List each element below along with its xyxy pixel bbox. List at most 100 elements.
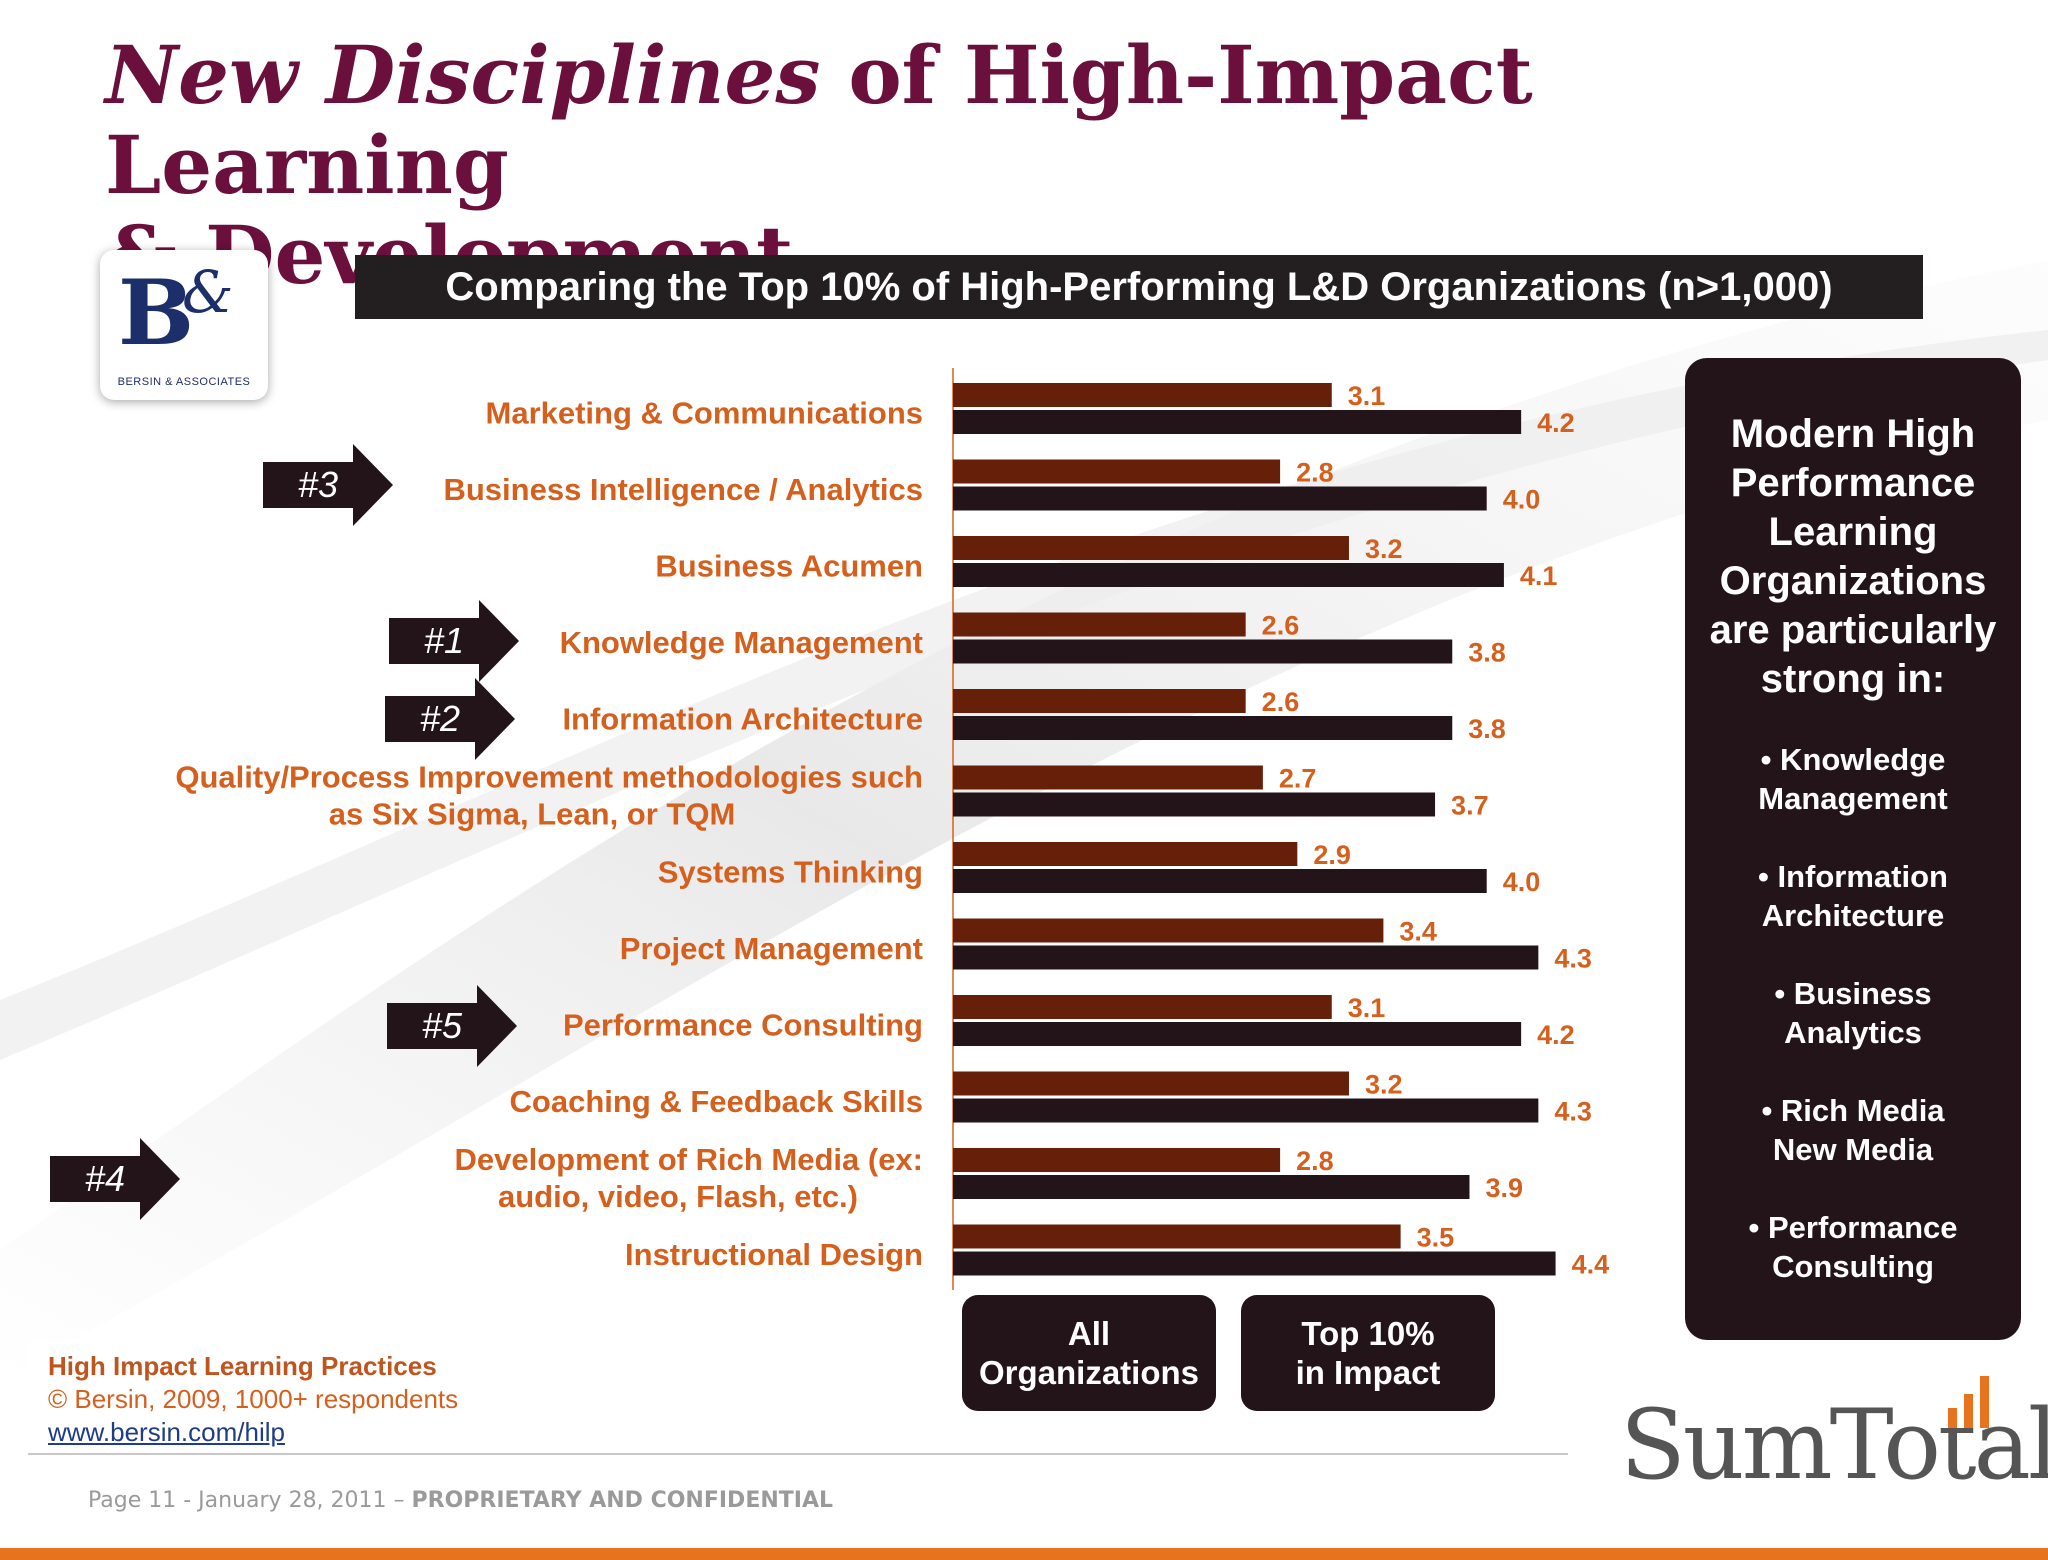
bar-top10 (953, 1175, 1470, 1199)
bar-all (953, 842, 1298, 866)
logo-caption: BERSIN & ASSOCIATES (117, 376, 251, 388)
legend-all-line2: Organizations (978, 1354, 1200, 1391)
side-item-line: • Rich Media (1761, 1093, 1945, 1128)
side-item-information-architecture: • Information Architecture (1695, 857, 2011, 974)
source-note: High Impact Learning Practices © Bersin,… (28, 1340, 498, 1455)
side-item-line: • Business (1774, 976, 1932, 1011)
data-label: 2.6 (1262, 687, 1300, 717)
sumtotal-logo: SumTotal. (1620, 1389, 2048, 1501)
bar-top10 (953, 792, 1436, 817)
side-heading-line: Organizations (1719, 559, 1987, 603)
bar-all (953, 459, 1281, 484)
rank-marker-3: #3 (263, 444, 393, 526)
side-heading-line: Performance (1730, 461, 1976, 505)
rank-marker-5: #5 (387, 985, 517, 1067)
data-label: 3.2 (1365, 534, 1403, 564)
category-label: Coaching & Feedback Skills (510, 1084, 923, 1119)
data-label: 4.3 (1554, 944, 1592, 974)
title-rest: of High-Impact Learning (105, 28, 1533, 212)
rank-label-5: #5 (421, 1005, 463, 1046)
rank-marker-4: #4 (50, 1138, 180, 1220)
category-label: Business Acumen (655, 549, 923, 584)
data-label: 3.1 (1348, 381, 1386, 411)
rank-marker-2: #2 (385, 678, 515, 760)
footer-text: Page 11 - January 28, 2011 – (88, 1488, 412, 1513)
signal-bars-icon (1948, 1376, 1989, 1428)
bar-top10 (953, 945, 1539, 970)
rank-label-4: #4 (84, 1158, 126, 1199)
side-item-line: Management (1758, 781, 1948, 816)
data-label: 4.4 (1572, 1250, 1610, 1280)
bar-top10 (953, 1022, 1522, 1046)
data-label: 2.8 (1296, 1146, 1334, 1176)
category-label: Development of Rich Media (ex: (454, 1142, 923, 1177)
data-label: 4.3 (1554, 1097, 1592, 1127)
side-item-line: • Information (1758, 859, 1948, 894)
footer-confidential: PROPRIETARY AND CONFIDENTIAL (411, 1488, 834, 1513)
arrow-right-icon (263, 444, 393, 526)
legend-top-line2: in Impact (1295, 1354, 1441, 1391)
footer-divider (28, 1453, 1568, 1455)
category-label: audio, video, Flash, etc.) (498, 1179, 858, 1214)
rank-label-3: #3 (297, 464, 339, 505)
title-italic: New Disciplines (105, 28, 821, 122)
data-label: 4.0 (1503, 867, 1541, 897)
bar-all (953, 536, 1349, 560)
category-label: Quality/Process Improvement methodologie… (175, 760, 923, 795)
data-label: 3.5 (1417, 1223, 1455, 1253)
category-label: as Six Sigma, Lean, or TQM (329, 797, 736, 832)
bar-all (953, 1148, 1281, 1172)
bar-top10 (953, 639, 1453, 664)
chart-title-banner: Comparing the Top 10% of High-Performing… (355, 255, 1923, 319)
bar-top10 (953, 563, 1504, 587)
rank-label-1: #1 (423, 620, 465, 661)
data-label: 4.2 (1537, 1020, 1575, 1050)
data-label: 2.9 (1313, 840, 1351, 870)
category-label: Business Intelligence / Analytics (443, 472, 923, 507)
side-panel: Modern High Performance Learning Organiz… (1685, 358, 2021, 1340)
data-label: 3.8 (1468, 638, 1506, 668)
category-label: Systems Thinking (658, 855, 923, 890)
side-item-line: New Media (1772, 1132, 1934, 1167)
bersin-logo: B & BERSIN & ASSOCIATES (100, 250, 268, 400)
side-heading-line: Learning (1768, 510, 1938, 554)
data-label: 2.8 (1296, 458, 1334, 488)
bar-top10 (953, 716, 1453, 740)
side-heading-line: Modern High (1730, 412, 1976, 456)
side-item-line: • Performance (1748, 1210, 1958, 1245)
bar-all (953, 918, 1384, 943)
side-panel-heading: Modern High Performance Learning Organiz… (1695, 410, 2011, 704)
side-item-business-analytics: • Business Analytics (1695, 974, 2011, 1091)
bar-top10 (953, 1251, 1556, 1276)
source-link[interactable]: www.bersin.com/hilp (48, 1417, 285, 1447)
bar-top10 (953, 869, 1487, 893)
source-title: High Impact Learning Practices (48, 1351, 437, 1381)
side-item-knowledge-management: • Knowledge Management (1695, 740, 2011, 857)
legend-all-organizations: All Organizations (962, 1295, 1216, 1411)
bar-all (953, 689, 1246, 713)
data-label: 4.1 (1520, 561, 1558, 591)
data-label: 3.4 (1399, 917, 1437, 947)
side-item-line: Analytics (1784, 1015, 1922, 1050)
data-label: 2.7 (1279, 764, 1317, 794)
data-label: 2.6 (1262, 611, 1300, 641)
data-label: 4.0 (1503, 485, 1541, 515)
side-heading-line: are particularly (1709, 608, 1997, 652)
bar-all (953, 383, 1332, 407)
category-label: Information Architecture (562, 702, 923, 737)
side-item-line: Consulting (1772, 1249, 1934, 1284)
data-label: 3.7 (1451, 791, 1489, 821)
bar-all (953, 612, 1246, 637)
category-label: Performance Consulting (563, 1008, 923, 1043)
category-label: Knowledge Management (560, 625, 923, 660)
bar-top10 (953, 410, 1522, 434)
rank-label-2: #2 (419, 698, 461, 739)
data-label: 3.9 (1485, 1173, 1523, 1203)
arrow-right-icon (50, 1138, 180, 1220)
page-footer: Page 11 - January 28, 2011 – PROPRIETARY… (88, 1488, 833, 1513)
data-label: 3.8 (1468, 714, 1506, 744)
bar-top10 (953, 486, 1487, 511)
side-item-line: Architecture (1761, 898, 1945, 933)
legend-top-10: Top 10% in Impact (1241, 1295, 1495, 1411)
